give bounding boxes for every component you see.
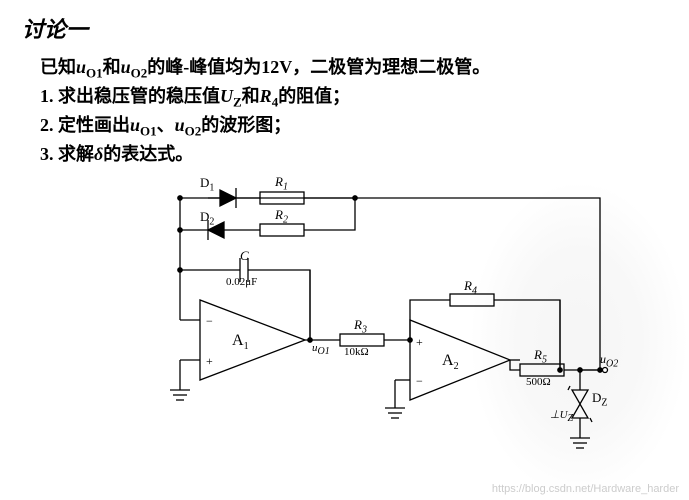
sym-R: R	[260, 86, 272, 106]
label-uo1: uO1	[312, 342, 330, 357]
t: 已知	[40, 57, 76, 77]
label-R3val: 10kΩ	[344, 346, 369, 358]
label-A2: A2	[442, 352, 459, 372]
t: 的波形图；	[201, 115, 291, 135]
t: 、	[157, 115, 175, 135]
discussion-title: 讨论一	[0, 0, 689, 44]
circuit-diagram: − + + −	[140, 180, 620, 480]
label-A1: A1	[232, 332, 249, 352]
sym-u: u	[121, 57, 131, 77]
label-R1: R1	[275, 174, 288, 193]
label-DZ: DZ	[592, 390, 608, 409]
label-R5val: 500Ω	[526, 376, 551, 388]
t: 和	[242, 86, 260, 106]
svg-text:+: +	[206, 354, 213, 368]
label-R3: R3	[354, 317, 367, 336]
sub: O1	[140, 124, 157, 139]
sym-u: u	[130, 115, 140, 135]
svg-text:+: +	[416, 335, 423, 349]
label-uo2: uO2	[600, 352, 618, 369]
sym-U: U	[220, 86, 233, 106]
label-D2: D2	[200, 209, 214, 228]
t: 1. 求出稳压管的稳压值	[40, 86, 220, 106]
label-Cval: 0.02μF	[226, 276, 257, 288]
sym-u: u	[175, 115, 185, 135]
label-R2: R2	[275, 207, 288, 226]
label-R5: R5	[534, 347, 547, 366]
t: 2. 定性画出	[40, 115, 130, 135]
watermark-url: https://blog.csdn.net/Hardware_harder	[492, 483, 679, 495]
t: 和	[103, 57, 121, 77]
svg-text:−: −	[206, 314, 213, 328]
sub: O2	[131, 66, 148, 81]
sub: Z	[233, 95, 242, 110]
sym-u: u	[76, 57, 86, 77]
label-C: C	[240, 248, 249, 264]
line-q2: 2. 定性画出uO1、uO2的波形图；	[40, 112, 661, 141]
svg-text:−: −	[416, 374, 423, 388]
t: 3. 求解	[40, 144, 94, 164]
label-R4: R4	[464, 278, 477, 297]
sub: O2	[185, 124, 202, 139]
label-UZ: ⊥UZ	[550, 408, 573, 424]
t: 的峰-峰值均为12V，二极管为理想二极管。	[147, 57, 490, 77]
line-given: 已知uO1和uO2的峰-峰值均为12V，二极管为理想二极管。	[40, 54, 661, 83]
t: 的表达式。	[103, 144, 193, 164]
t: 的阻值；	[278, 86, 350, 106]
line-q1: 1. 求出稳压管的稳压值UZ和R4的阻值；	[40, 83, 661, 112]
problem-text: 已知uO1和uO2的峰-峰值均为12V，二极管为理想二极管。 1. 求出稳压管的…	[0, 44, 689, 168]
sub: O1	[86, 66, 103, 81]
label-D1: D1	[200, 175, 214, 194]
line-q3: 3. 求解δ的表达式。	[40, 141, 661, 168]
sym-delta: δ	[94, 144, 103, 164]
